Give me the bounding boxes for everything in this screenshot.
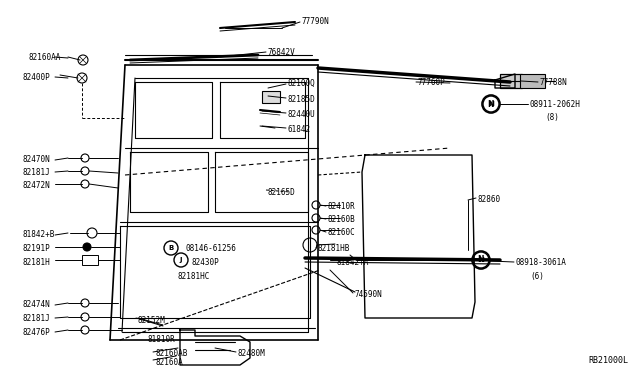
Text: 82181H: 82181H — [22, 258, 50, 267]
Text: 77760P: 77760P — [418, 78, 445, 87]
Text: 82185D: 82185D — [288, 95, 316, 104]
Bar — [82, 255, 98, 265]
Text: 82191P: 82191P — [22, 244, 50, 253]
Text: 82476P: 82476P — [22, 328, 50, 337]
Text: (8): (8) — [545, 113, 559, 122]
Text: 77790N: 77790N — [302, 17, 330, 26]
Text: 08146-61256: 08146-61256 — [185, 244, 236, 253]
Text: N: N — [488, 99, 494, 109]
Bar — [520, 74, 545, 88]
Text: 82165D: 82165D — [268, 188, 296, 197]
Text: 81842+A: 81842+A — [337, 258, 369, 267]
Text: RB21000L: RB21000L — [588, 356, 628, 365]
Text: 82181HB: 82181HB — [318, 244, 350, 253]
Text: 74590N: 74590N — [355, 290, 383, 299]
Bar — [262, 91, 280, 103]
Bar — [500, 74, 522, 88]
Text: 82152M: 82152M — [138, 316, 166, 325]
Text: 81810R: 81810R — [148, 335, 176, 344]
Text: 82100Q: 82100Q — [288, 79, 316, 88]
Text: 82160AA: 82160AA — [28, 53, 60, 62]
Text: N: N — [477, 256, 484, 264]
Circle shape — [83, 243, 91, 251]
Text: (6): (6) — [530, 272, 544, 281]
Text: N: N — [478, 257, 484, 263]
Text: 82181J: 82181J — [22, 314, 50, 323]
Text: 82410R: 82410R — [328, 202, 356, 211]
Text: B: B — [168, 245, 173, 251]
Text: 82474N: 82474N — [22, 300, 50, 309]
Text: 82160A: 82160A — [155, 358, 183, 367]
Text: 82472N: 82472N — [22, 181, 50, 190]
Text: 82160AB: 82160AB — [155, 349, 188, 358]
Text: 82181HC: 82181HC — [178, 272, 211, 281]
Text: 82181J: 82181J — [22, 168, 50, 177]
Text: 81842+B: 81842+B — [22, 230, 54, 239]
Text: 82480M: 82480M — [238, 349, 266, 358]
Text: 77788N: 77788N — [540, 78, 568, 87]
Text: 82440U: 82440U — [288, 110, 316, 119]
Text: N: N — [488, 101, 494, 107]
Text: 82860: 82860 — [478, 195, 501, 204]
Text: 82400P: 82400P — [22, 73, 50, 82]
Text: 08918-3061A: 08918-3061A — [516, 258, 567, 267]
Text: 82470N: 82470N — [22, 155, 50, 164]
Text: 61842: 61842 — [288, 125, 311, 134]
Text: 82160B: 82160B — [328, 215, 356, 224]
Text: 82160C: 82160C — [328, 228, 356, 237]
Text: 82430P: 82430P — [192, 258, 220, 267]
Text: 76842V: 76842V — [268, 48, 296, 57]
Text: J: J — [180, 257, 182, 263]
Text: 08911-2062H: 08911-2062H — [530, 100, 581, 109]
